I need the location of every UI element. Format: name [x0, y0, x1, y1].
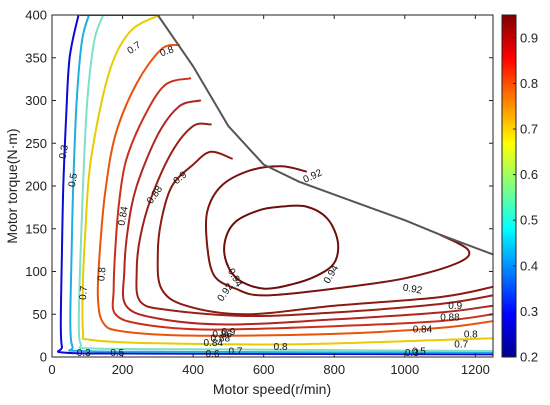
contour-label-7-1: 0.88 [211, 334, 231, 345]
x-tick-label-0: 0 [48, 362, 55, 377]
contour-line-10 [223, 204, 340, 290]
y-tick-label-2: 100 [25, 264, 47, 279]
contour-label-7-2: 0.88 [440, 312, 460, 323]
contour-label-0-0: 0.3 [58, 144, 71, 160]
x-tick-label-2: 400 [182, 362, 204, 377]
x-tick-label-5: 1000 [390, 362, 419, 377]
colorbar-tick-label-0: 0.2 [520, 350, 538, 365]
y-axis-title: Motor torque(N·m) [4, 128, 20, 243]
contour-label-3-3: 0.7 [454, 340, 468, 351]
x-tick-label-1: 200 [112, 362, 134, 377]
colorbar-tick-label-6: 0.8 [520, 76, 538, 91]
contour-line-5 [111, 77, 493, 331]
contour-label-5-2: 0.84 [413, 324, 433, 335]
y-tick-label-6: 300 [25, 93, 47, 108]
contour-label-4-0: 0.8 [159, 44, 176, 59]
contour-label-1-1: 0.5 [110, 348, 124, 359]
x-axis-title: Motor speed(r/min) [213, 381, 331, 397]
contour-line-4 [96, 43, 493, 337]
contour-label-0-2: 0.3 [405, 348, 419, 359]
contour-label-1-0: 0.5 [67, 172, 80, 188]
torque-envelope [80, 15, 493, 256]
contour-label-8-1: 0.9 [221, 327, 235, 338]
contour-line-1 [68, 15, 493, 354]
envelope-line [80, 15, 493, 256]
contour-label-5-0: 0.84 [116, 205, 130, 227]
y-tick-label-4: 200 [25, 179, 47, 194]
y-tick-label-1: 50 [33, 307, 47, 322]
contour-line-9 [204, 165, 471, 297]
contour-line-2 [77, 15, 493, 352]
colorbar-tick-label-4: 0.6 [520, 167, 538, 182]
contour-label-3-2: 0.7 [229, 347, 243, 358]
y-tick-label-7: 350 [25, 50, 47, 65]
contour-line-3 [81, 15, 493, 346]
y-tick-label-8: 400 [25, 8, 47, 23]
contour-line-8 [156, 150, 493, 316]
contour-label-1-2: 0.5 [412, 347, 426, 358]
colorbar-tick-label-5: 0.7 [520, 122, 538, 137]
contour-label-8-2: 0.9 [448, 301, 462, 312]
contour-labels: 0.30.3 0.30.50.5 0.50.60.70.70.70.70.80.80… [58, 40, 479, 361]
x-axis-ticks: 0 200 400 600 800 1000 1200 [48, 15, 490, 377]
x-tick-label-4: 800 [323, 362, 345, 377]
contour-label-3-1: 0.7 [78, 285, 90, 300]
contour-lines [56, 15, 493, 356]
y-tick-label-5: 250 [25, 136, 47, 151]
contour-line-6 [121, 99, 493, 326]
contour-label-6-0: 0.86 [212, 329, 232, 340]
colorbar-tick-label-1: 0.3 [520, 304, 538, 319]
colorbar-ticks: 0.2 0.3 0.4 0.5 0.6 0.7 0.8 0.9 [513, 30, 538, 365]
x-tick-label-6: 1200 [461, 362, 490, 377]
y-tick-label-0: 0 [40, 350, 47, 365]
colorbar [501, 14, 517, 358]
colorbar-tick-label-2: 0.4 [520, 258, 538, 273]
y-axis-ticks: 0 50 100 150 200 250 300 350 400 [25, 8, 493, 365]
contour-label-4-2: 0.8 [274, 342, 288, 353]
contour-label-4-1: 0.8 [96, 266, 108, 281]
colorbar-tick-label-7: 0.9 [520, 30, 538, 45]
colorbar-tick-label-3: 0.5 [520, 213, 538, 228]
contour-label-2-0: 0.6 [206, 349, 220, 360]
contour-label-4-3: 0.8 [464, 329, 478, 340]
y-tick-label-3: 150 [25, 221, 47, 236]
x-tick-label-3: 600 [253, 362, 275, 377]
contour-line-7 [135, 122, 493, 318]
contour-label-5-1: 0.84 [203, 338, 223, 349]
contour-label-0-1: 0.3 [77, 348, 91, 359]
contour-label-9-2: 0.92 [402, 282, 424, 296]
contour-line-0 [56, 15, 493, 356]
